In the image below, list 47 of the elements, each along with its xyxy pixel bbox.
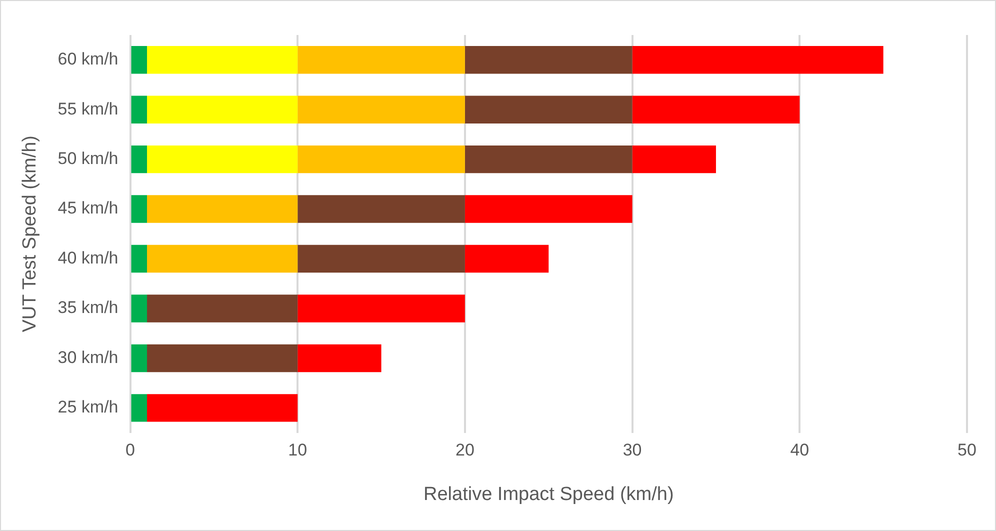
x-tick-label: 10 <box>288 440 308 460</box>
bar <box>298 344 382 372</box>
y-tick-label: 30 km/h <box>58 348 118 367</box>
x-tick-label: 0 <box>126 440 136 460</box>
bar <box>147 46 298 74</box>
bar <box>147 394 298 422</box>
bar <box>464 244 549 273</box>
y-tick-label: 35 km/h <box>58 298 118 318</box>
bar <box>147 145 298 174</box>
bar <box>131 344 148 372</box>
y-axis-title: VUT Test Speed (km/h) <box>20 136 41 332</box>
bar <box>632 96 800 124</box>
bar <box>298 46 465 74</box>
bar <box>298 96 465 124</box>
x-tick-label: 50 <box>958 440 976 460</box>
x-tick-label: 20 <box>456 440 474 460</box>
y-tick-label: 50 km/h <box>58 149 118 168</box>
bar <box>131 195 148 223</box>
x-axis-title: Relative Impact Speed (km/h) <box>424 484 674 505</box>
y-tick-label: 60 km/h <box>58 50 118 69</box>
bar <box>298 195 465 223</box>
bar <box>632 46 884 74</box>
y-tick-label: 55 km/h <box>58 99 118 118</box>
bar <box>298 145 465 174</box>
bar <box>147 244 298 273</box>
bar <box>147 294 298 322</box>
y-tick-label: 25 km/h <box>58 398 118 417</box>
bar <box>464 145 632 174</box>
bar <box>298 294 465 322</box>
bar <box>464 96 632 124</box>
y-tick-label: 45 km/h <box>58 198 118 218</box>
x-tick-label: 40 <box>790 440 810 460</box>
bar <box>131 145 148 174</box>
bar <box>464 195 632 223</box>
y-tick-label: 40 km/h <box>58 248 118 268</box>
bar <box>147 96 298 124</box>
bar <box>147 195 298 223</box>
bar <box>147 344 298 372</box>
bar <box>131 294 148 322</box>
x-tick-label: 30 <box>622 440 642 460</box>
bar <box>131 394 148 422</box>
bar <box>632 145 716 174</box>
bar <box>131 244 148 273</box>
bar <box>131 46 148 74</box>
bar <box>298 244 465 273</box>
bar <box>131 96 148 124</box>
bar <box>464 46 632 74</box>
